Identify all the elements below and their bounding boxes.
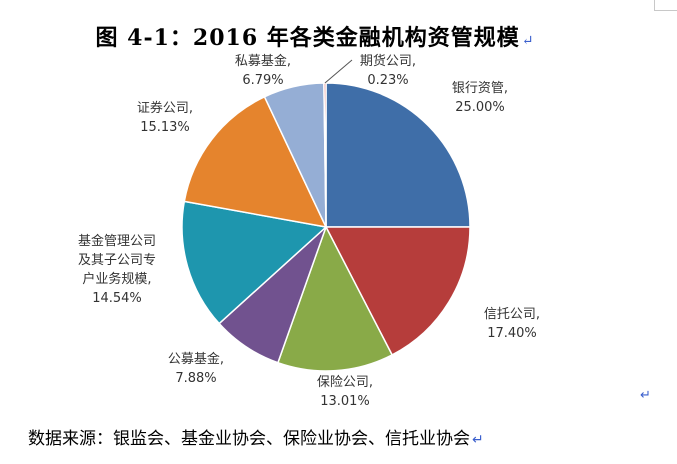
slice-percent-3: 7.88% — [175, 371, 216, 386]
data-source-note: 数据来源：银监会、基金业协会、保险业协会、信托业协会 ↵ — [28, 424, 484, 449]
slice-percent-1: 17.40% — [487, 326, 537, 341]
slice-name-3: 公募基金, — [168, 351, 224, 367]
pie-slice-4 — [181, 200, 328, 325]
leader-line-futures — [324, 59, 353, 84]
paragraph-mark-icon: ↵ — [521, 33, 535, 49]
pie-slice-5 — [183, 95, 328, 228]
pie-slice-7 — [323, 82, 327, 228]
slice-label-1: 信托公司, 17.40% — [484, 307, 540, 341]
chart-title-text: 图 4-1：2016 年各类金融机构资管规模 — [95, 25, 520, 51]
slice-name-7: 期货公司, — [360, 53, 416, 69]
slice-name-0: 银行资管, — [452, 81, 508, 96]
slice-label-7: 期货公司, 0.23% — [360, 53, 416, 88]
slice-percent-4: 14.54% — [92, 291, 142, 306]
slice-label-6: 私募基金, 6.79% — [235, 53, 291, 88]
slice-label-2: 保险公司, 13.01% — [317, 375, 373, 409]
slice-label-5: 证券公司, 15.13% — [137, 100, 193, 135]
pie-slice-1 — [324, 226, 471, 356]
slice-name-6: 私募基金, — [235, 53, 291, 69]
page-corner-mark — [654, 0, 677, 11]
chart-title: 图 4-1：2016 年各类金融机构资管规模 ↵ — [0, 20, 630, 52]
slice-percent-7: 0.23% — [367, 73, 408, 88]
slice-percent-6: 6.79% — [242, 73, 283, 88]
slice-name-2: 保险公司, — [317, 375, 373, 390]
slice-name-4: 及其子公司专 — [78, 253, 156, 268]
slice-name-4: 户业务规模, — [82, 271, 151, 287]
pie-slice-0 — [325, 82, 471, 228]
slice-name-5: 证券公司, — [137, 100, 193, 116]
data-source-text: 数据来源：银监会、基金业协会、保险业协会、信托业协会 — [28, 429, 470, 449]
paragraph-mark-icon: ↵ — [472, 432, 484, 448]
slice-percent-0: 25.00% — [455, 100, 505, 115]
slice-name-4: 基金管理公司 — [78, 233, 156, 249]
slice-percent-5: 15.13% — [140, 120, 190, 135]
pie-slice-2 — [276, 225, 394, 372]
slice-name-1: 信托公司, — [484, 307, 540, 322]
slice-label-0: 银行资管, 25.00% — [452, 81, 508, 115]
paragraph-mark-icon: ↵ — [640, 388, 651, 403]
slice-label-3: 公募基金, 7.88% — [168, 351, 224, 386]
slice-percent-2: 13.01% — [320, 394, 370, 409]
